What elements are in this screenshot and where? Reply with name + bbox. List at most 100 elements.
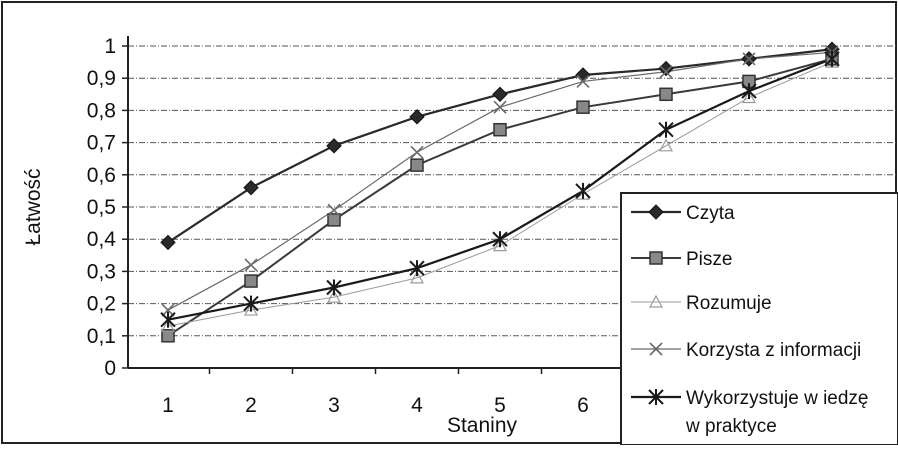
marker-stroke	[742, 52, 756, 66]
data-point	[493, 100, 507, 114]
x-tick-label: 4	[411, 394, 423, 417]
data-point	[410, 158, 424, 172]
data-point	[409, 109, 425, 125]
data-point	[742, 52, 756, 66]
marker-stroke	[161, 303, 175, 317]
marker-shape	[741, 90, 757, 104]
marker-shape	[409, 270, 425, 284]
data-point	[658, 138, 674, 152]
data-point	[741, 83, 757, 100]
data-point	[327, 203, 341, 217]
x-tick-label: 1	[162, 394, 174, 417]
data-point	[326, 289, 342, 303]
marker-shape	[648, 294, 664, 308]
x-tick-label: 3	[328, 394, 340, 417]
marker-shape	[327, 213, 341, 227]
marker-stroke	[244, 258, 258, 272]
marker-shape	[659, 87, 673, 102]
marker-shape	[649, 251, 663, 265]
data-point	[327, 213, 341, 227]
x-tick-label: 6	[577, 394, 589, 417]
y-axis-title: Łatwość	[22, 168, 45, 245]
marker-stroke	[576, 74, 590, 88]
marker-shape	[492, 238, 508, 252]
marker-shape	[409, 109, 425, 125]
legend: Czyta Pisze Rozumuje Korzysta z informacji W…	[620, 192, 898, 446]
data-point	[492, 231, 508, 248]
x-axis-title: Staniny	[447, 414, 518, 437]
y-tick-label: 0	[104, 357, 116, 380]
y-tick-label: 0,6	[87, 164, 116, 187]
data-point	[659, 65, 673, 79]
legend-box	[620, 192, 898, 446]
y-tick-label: 0,9	[87, 67, 116, 90]
legend-label: Pisze	[686, 249, 732, 270]
data-point	[658, 60, 674, 77]
marker-stroke	[659, 65, 673, 79]
data-point	[659, 87, 673, 102]
legend-marker	[648, 204, 664, 220]
marker-shape	[160, 234, 176, 251]
y-tick-label: 0,5	[87, 196, 116, 219]
data-point	[658, 121, 674, 138]
data-point	[492, 86, 508, 103]
data-point	[160, 311, 176, 328]
data-point	[824, 50, 840, 67]
legend-label: Korzysta z informacji	[686, 340, 861, 361]
legend-label: Wykorzystuje w iedzę	[686, 388, 869, 409]
marker-shape	[492, 86, 508, 103]
marker-stroke	[493, 100, 507, 114]
data-point	[161, 329, 175, 343]
data-point	[576, 100, 590, 114]
y-tick-label: 0,1	[87, 325, 116, 348]
y-tick-label: 0,3	[87, 260, 116, 283]
marker-stroke	[410, 145, 424, 159]
marker-shape	[244, 274, 258, 288]
legend-marker	[648, 294, 664, 308]
data-point	[575, 67, 591, 83]
data-point	[410, 145, 424, 159]
data-point	[409, 260, 425, 277]
marker-shape	[575, 67, 591, 83]
marker-shape	[326, 138, 342, 154]
y-tick-label: 0,2	[87, 293, 116, 316]
data-point	[161, 303, 175, 317]
data-point	[575, 182, 591, 199]
marker-shape	[160, 318, 176, 332]
data-point	[326, 279, 342, 296]
data-point	[160, 318, 176, 332]
data-point	[243, 302, 259, 316]
marker-shape	[658, 138, 674, 152]
data-point	[244, 258, 258, 272]
data-point	[160, 234, 176, 251]
marker-shape	[410, 158, 424, 172]
marker-shape	[493, 122, 507, 137]
data-point	[409, 270, 425, 284]
marker-shape	[243, 179, 259, 196]
legend-marker	[649, 342, 663, 356]
marker-shape	[161, 329, 175, 343]
data-point	[243, 295, 259, 312]
legend-label: Rozumuje	[686, 293, 772, 314]
data-point	[326, 138, 342, 154]
legend-label: Czyta	[686, 203, 735, 224]
y-tick-label: 1	[104, 35, 116, 58]
y-tick-label: 0,4	[87, 228, 117, 251]
legend-label: w praktyce	[685, 416, 777, 437]
data-point	[493, 122, 507, 137]
data-point	[243, 179, 259, 196]
legend-marker	[649, 251, 663, 265]
x-tick-label: 2	[245, 394, 257, 417]
marker-stroke	[327, 203, 341, 217]
y-tick-label: 0,7	[87, 132, 116, 155]
marker-shape	[243, 302, 259, 316]
legend-marker	[648, 389, 664, 405]
marker-shape	[326, 289, 342, 303]
marker-stroke	[649, 342, 663, 356]
data-point	[576, 74, 590, 88]
marker-shape	[576, 100, 590, 114]
marker-shape	[658, 60, 674, 77]
data-point	[244, 274, 258, 288]
